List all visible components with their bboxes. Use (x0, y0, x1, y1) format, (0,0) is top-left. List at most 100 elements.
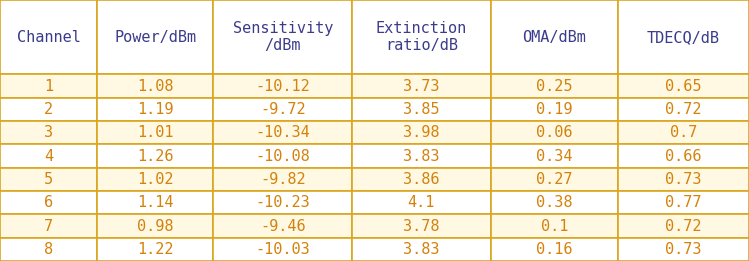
Text: 1.02: 1.02 (137, 172, 174, 187)
Text: 3.73: 3.73 (403, 79, 440, 93)
Text: 0.25: 0.25 (536, 79, 572, 93)
Bar (352, 121, 491, 144)
Text: Channel: Channel (16, 30, 81, 45)
Text: 5: 5 (44, 172, 53, 187)
Bar (352, 214, 491, 238)
Bar (491, 191, 618, 214)
Bar (352, 168, 491, 191)
Text: 7: 7 (44, 218, 53, 234)
Text: TDECQ/dB: TDECQ/dB (647, 30, 720, 45)
Text: 3.78: 3.78 (403, 218, 440, 234)
Bar (352, 144, 491, 168)
Text: 1.19: 1.19 (137, 102, 174, 117)
Text: 0.72: 0.72 (665, 218, 702, 234)
Text: 0.27: 0.27 (536, 172, 572, 187)
Bar (0, 144, 97, 168)
Bar (97, 121, 213, 144)
Bar (352, 238, 491, 261)
Bar (491, 238, 618, 261)
Text: -10.34: -10.34 (255, 125, 310, 140)
Text: 0.98: 0.98 (137, 218, 174, 234)
Text: 0.34: 0.34 (536, 149, 572, 164)
Bar (352, 98, 491, 121)
Bar (491, 0, 618, 74)
Text: 1.26: 1.26 (137, 149, 174, 164)
Text: 0.7: 0.7 (670, 125, 697, 140)
Text: 0.72: 0.72 (665, 102, 702, 117)
Bar (618, 98, 749, 121)
Text: 0.66: 0.66 (665, 149, 702, 164)
Bar (0, 191, 97, 214)
Bar (491, 214, 618, 238)
Text: 0.16: 0.16 (536, 242, 572, 257)
Bar (491, 121, 618, 144)
Bar (97, 238, 213, 261)
Text: -10.03: -10.03 (255, 242, 310, 257)
Text: 0.19: 0.19 (536, 102, 572, 117)
Bar (97, 191, 213, 214)
Bar (213, 144, 352, 168)
Bar (491, 98, 618, 121)
Text: Extinction
ratio/dB: Extinction ratio/dB (376, 21, 467, 54)
Text: 0.65: 0.65 (665, 79, 702, 93)
Bar (0, 121, 97, 144)
Text: 1: 1 (44, 79, 53, 93)
Text: 0.73: 0.73 (665, 172, 702, 187)
Bar (0, 98, 97, 121)
Bar (618, 191, 749, 214)
Text: -10.12: -10.12 (255, 79, 310, 93)
Bar (618, 0, 749, 74)
Bar (491, 168, 618, 191)
Text: 4.1: 4.1 (407, 195, 435, 210)
Bar (213, 0, 352, 74)
Bar (97, 168, 213, 191)
Bar (491, 74, 618, 98)
Bar (213, 121, 352, 144)
Bar (618, 144, 749, 168)
Text: 3.83: 3.83 (403, 149, 440, 164)
Text: -9.72: -9.72 (260, 102, 306, 117)
Text: 2: 2 (44, 102, 53, 117)
Bar (213, 168, 352, 191)
Text: 3.83: 3.83 (403, 242, 440, 257)
Bar (618, 214, 749, 238)
Bar (213, 98, 352, 121)
Text: 0.77: 0.77 (665, 195, 702, 210)
Bar (618, 74, 749, 98)
Bar (97, 98, 213, 121)
Bar (618, 238, 749, 261)
Text: -10.23: -10.23 (255, 195, 310, 210)
Text: 3: 3 (44, 125, 53, 140)
Text: 0.38: 0.38 (536, 195, 572, 210)
Bar (213, 238, 352, 261)
Text: 8: 8 (44, 242, 53, 257)
Text: 0.06: 0.06 (536, 125, 572, 140)
Bar (213, 214, 352, 238)
Text: -9.46: -9.46 (260, 218, 306, 234)
Text: 3.86: 3.86 (403, 172, 440, 187)
Text: -10.08: -10.08 (255, 149, 310, 164)
Text: 1.01: 1.01 (137, 125, 174, 140)
Bar (97, 0, 213, 74)
Text: 0.1: 0.1 (541, 218, 568, 234)
Text: 4: 4 (44, 149, 53, 164)
Text: Power/dBm: Power/dBm (115, 30, 196, 45)
Bar (97, 74, 213, 98)
Text: 3.98: 3.98 (403, 125, 440, 140)
Text: 1.08: 1.08 (137, 79, 174, 93)
Bar (491, 144, 618, 168)
Text: 1.22: 1.22 (137, 242, 174, 257)
Bar (0, 74, 97, 98)
Text: 3.85: 3.85 (403, 102, 440, 117)
Text: 6: 6 (44, 195, 53, 210)
Bar (352, 191, 491, 214)
Text: 0.73: 0.73 (665, 242, 702, 257)
Bar (618, 168, 749, 191)
Text: 1.14: 1.14 (137, 195, 174, 210)
Bar (0, 0, 97, 74)
Bar (97, 214, 213, 238)
Text: OMA/dBm: OMA/dBm (522, 30, 586, 45)
Bar (0, 238, 97, 261)
Bar (352, 74, 491, 98)
Bar (213, 191, 352, 214)
